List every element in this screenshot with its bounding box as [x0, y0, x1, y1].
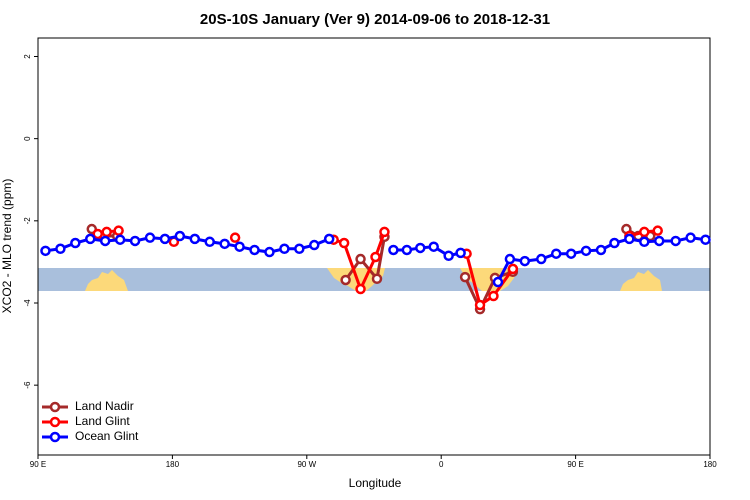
- data-point: [474, 299, 486, 311]
- x-tick-label: 90 E: [567, 460, 583, 469]
- data-point: [685, 232, 696, 243]
- land: [85, 270, 128, 291]
- data-point: [550, 248, 562, 259]
- y-axis-label: XCO2 - MLO trend (ppm): [0, 179, 14, 314]
- data-point: [70, 237, 81, 249]
- data-point: [234, 241, 245, 252]
- data-point: [595, 244, 607, 256]
- data-point: [40, 245, 51, 257]
- x-tick-label: 0: [439, 460, 444, 469]
- data-point: [340, 274, 351, 286]
- data-point: [279, 243, 290, 255]
- data-point: [488, 290, 499, 302]
- data-point: [428, 241, 439, 252]
- data-point: [55, 243, 66, 255]
- data-point: [229, 232, 241, 243]
- data-point: [379, 226, 390, 238]
- data-point: [174, 230, 186, 242]
- data-point: [159, 233, 171, 245]
- data-point: [219, 238, 230, 250]
- legend-label: Land Glint: [75, 414, 130, 428]
- data-point: [455, 247, 466, 259]
- legend-label: Ocean Glint: [75, 429, 139, 443]
- data-point: [204, 236, 215, 248]
- data-point: [323, 233, 335, 245]
- x-axis-label: Longitude: [349, 476, 402, 490]
- x-tick-label: 180: [703, 460, 717, 469]
- data-point: [113, 225, 124, 236]
- data-point: [624, 233, 635, 245]
- data-point: [415, 242, 426, 254]
- data-point: [492, 276, 504, 288]
- plot-frame: [37, 37, 711, 456]
- data-point: [370, 251, 381, 263]
- data-point: [507, 263, 519, 275]
- y-tick-label: -4: [23, 299, 32, 307]
- data-point: [355, 253, 366, 265]
- data-point: [338, 237, 350, 249]
- data-point: [294, 243, 305, 255]
- data-point: [536, 253, 547, 265]
- data-point: [101, 226, 112, 238]
- data-point: [700, 234, 711, 245]
- x-tick-label: 180: [166, 460, 180, 469]
- data-point: [371, 273, 383, 285]
- data-point: [144, 232, 156, 243]
- data-point: [309, 239, 320, 251]
- y-tick-label: 2: [23, 54, 32, 59]
- data-point: [504, 253, 516, 265]
- data-point: [580, 245, 592, 257]
- data-point: [609, 237, 620, 249]
- land: [620, 270, 662, 291]
- x-tick-label: 90 E: [30, 460, 46, 469]
- data-point: [189, 233, 201, 245]
- data-point: [264, 246, 275, 258]
- data-point: [639, 226, 650, 238]
- data-point: [401, 244, 413, 256]
- data-point: [653, 235, 665, 247]
- data-point: [85, 233, 96, 245]
- data-point: [388, 244, 399, 256]
- data-point: [639, 236, 650, 248]
- legend-marker: [49, 431, 61, 443]
- data-point: [652, 225, 663, 236]
- legend-label: Land Nadir: [75, 399, 134, 413]
- data-point: [459, 271, 471, 283]
- y-tick-label: -6: [23, 381, 32, 389]
- legend-marker: [49, 416, 61, 428]
- data-point: [565, 248, 577, 259]
- data-point: [129, 235, 141, 247]
- data-point: [519, 255, 531, 267]
- data-point: [99, 235, 111, 247]
- data-point: [92, 228, 103, 240]
- data-point: [443, 250, 454, 261]
- data-point: [355, 283, 366, 295]
- data-point: [114, 234, 126, 245]
- legend-marker: [49, 401, 61, 413]
- y-tick-label: -2: [23, 217, 32, 225]
- y-tick-label: 0: [23, 136, 32, 141]
- data-point: [670, 235, 681, 247]
- chart-title: 20S-10S January (Ver 9) 2014-09-06 to 20…: [200, 11, 550, 28]
- x-tick-label: 90 W: [297, 460, 316, 469]
- data-point: [249, 244, 260, 256]
